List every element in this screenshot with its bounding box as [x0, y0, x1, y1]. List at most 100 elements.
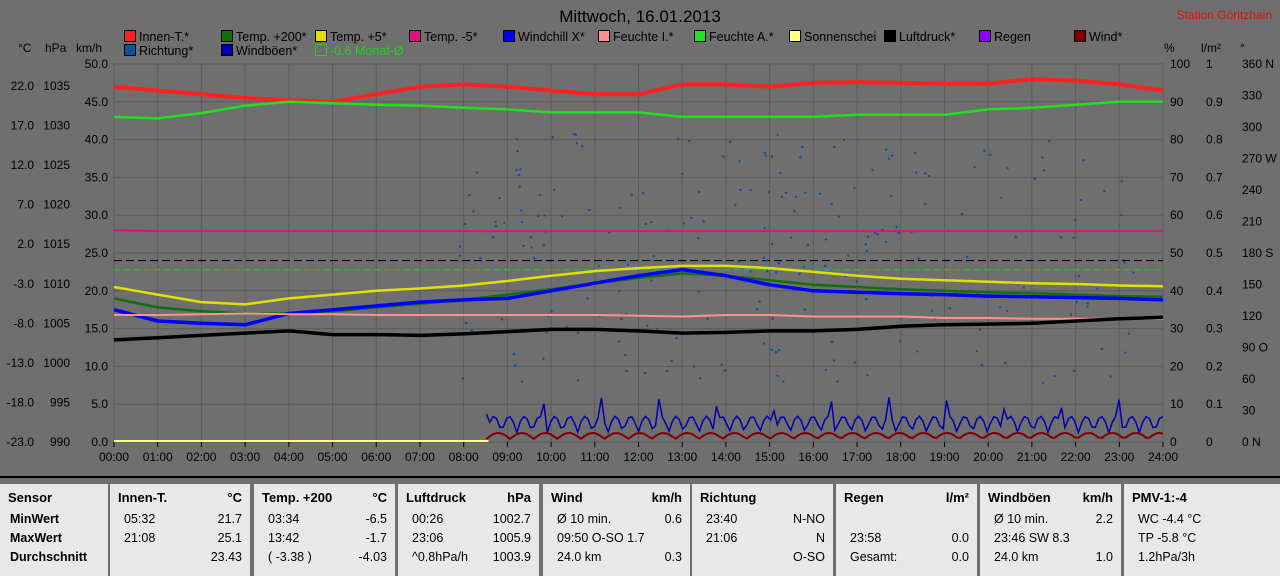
- x-tick-label: 18:00: [886, 450, 916, 464]
- x-tick-label: 00:00: [99, 450, 129, 464]
- unit-celsius: °C: [18, 41, 32, 55]
- legend-label: Feuchte A.*: [709, 30, 774, 44]
- table-cell: 23:46 SW 8.3: [994, 531, 1070, 545]
- direction-point: [1127, 332, 1131, 335]
- direction-point: [560, 215, 564, 218]
- column-header: Richtung: [700, 490, 757, 505]
- table-column: Windböen km/h Ø 10 min. 2.2 23:46 SW 8.3 24.0…: [980, 484, 1121, 576]
- x-tick-label: 03:00: [230, 450, 260, 464]
- direction-point: [576, 379, 580, 382]
- direction-point: [802, 265, 806, 269]
- legend-label: Temp. -5*: [424, 30, 478, 44]
- legend-item: Feuchte A.*: [694, 30, 774, 44]
- y-tick-wind: 50.0: [85, 57, 109, 71]
- direction-point: [824, 238, 827, 241]
- direction-point: [898, 340, 902, 343]
- direction-point: [643, 371, 646, 375]
- table-cell-value: 1005.9: [492, 531, 531, 545]
- direction-point: [798, 273, 801, 276]
- direction-point: [1006, 309, 1009, 313]
- y-tick-wind: 0.0: [91, 435, 108, 449]
- direction-point: [706, 317, 709, 321]
- table-column: Innen-T. °C 05:32 21.7 21:08 25.1 23.43: [110, 484, 250, 576]
- table-cell: MinWert: [10, 512, 60, 526]
- direction-point: [545, 331, 548, 334]
- y-tick-pressure: 1035: [43, 79, 70, 93]
- direction-point: [520, 209, 523, 212]
- direction-point: [755, 308, 759, 311]
- direction-point: [999, 196, 1003, 200]
- x-tick-label: 09:00: [492, 450, 522, 464]
- direction-point: [459, 254, 462, 257]
- y-tick-temp: 2.0: [17, 237, 34, 251]
- unit-lm2: l/m²: [1201, 41, 1221, 55]
- x-tick-label: 04:00: [274, 450, 304, 464]
- x-tick-label: 02:00: [186, 450, 216, 464]
- legend-swatch: [979, 30, 991, 42]
- table-cell: 24.0 km: [557, 550, 602, 564]
- y-tick-humidity: 10: [1170, 397, 1184, 411]
- direction-point: [697, 290, 701, 293]
- direction-point: [1120, 214, 1123, 217]
- direction-point: [1100, 347, 1104, 351]
- direction-point: [1132, 271, 1135, 274]
- series-line: [114, 312, 1163, 320]
- y-tick-wind: 30.0: [85, 208, 109, 222]
- direction-point: [586, 297, 589, 300]
- legend-label: Feuchte I.*: [613, 30, 674, 44]
- direction-point: [865, 250, 869, 253]
- direction-point: [1041, 381, 1045, 384]
- x-tick-label: 19:00: [929, 450, 959, 464]
- direction-point: [702, 220, 705, 223]
- direction-point: [774, 350, 778, 354]
- column-unit: °C: [227, 490, 242, 505]
- legend-label: Innen-T.*: [139, 30, 190, 44]
- legend-item: Sonnenschei: [789, 30, 876, 44]
- table-cell: MaxWert: [10, 531, 62, 545]
- y-tick-rain: 0.5: [1206, 246, 1223, 260]
- y-tick-direction: 330: [1242, 89, 1262, 103]
- table-cell: 09:50 O-SO 1.7: [557, 531, 645, 545]
- direction-point: [630, 193, 633, 197]
- direction-point: [887, 157, 891, 161]
- direction-point: [516, 149, 519, 153]
- direction-point: [763, 151, 767, 155]
- direction-point: [720, 363, 723, 366]
- direction-point: [627, 263, 630, 266]
- column-unit: hPa: [507, 490, 531, 505]
- x-tick-label: 11:00: [580, 450, 609, 464]
- direction-point: [1079, 198, 1082, 202]
- direction-point: [542, 357, 545, 360]
- direction-point: [780, 195, 784, 198]
- y-tick-direction: 0 N: [1242, 435, 1261, 449]
- column-unit: l/m²: [945, 490, 969, 505]
- legend-label: -0.6 Monat-Ø: [330, 44, 404, 58]
- direction-point: [723, 369, 726, 372]
- direction-point: [1086, 302, 1089, 305]
- y-tick-temp: 17.0: [11, 119, 35, 133]
- legend-label: Temp. +5*: [330, 30, 387, 44]
- direction-point: [1072, 236, 1075, 240]
- y-tick-pressure: 1005: [43, 316, 70, 330]
- direction-point: [774, 271, 778, 274]
- direction-point: [764, 154, 767, 157]
- statistics-table: Sensor MinWert MaxWert Durchschnitt Innen-T.…: [0, 476, 1280, 576]
- direction-point: [914, 151, 917, 155]
- unit-percent: %: [1164, 41, 1175, 55]
- direction-point: [737, 260, 740, 263]
- direction-point: [576, 331, 580, 335]
- column-unit: km/h: [1082, 490, 1113, 505]
- y-tick-humidity: 70: [1170, 170, 1184, 184]
- y-tick-temp: -18.0: [7, 395, 35, 409]
- table-column: Regen l/m² 23:58 0.0 Gesamt: 0.0: [836, 484, 977, 576]
- table-cell-value: O-SO: [793, 550, 825, 564]
- y-tick-rain: 0: [1206, 435, 1213, 449]
- direction-point: [699, 377, 702, 380]
- weather-chart: 00:00 01:00 02:00 03:00 04:00 05:00 06:00 07:00…: [7, 57, 1278, 464]
- y-tick-direction: 240: [1242, 183, 1262, 197]
- direction-point: [1086, 305, 1089, 308]
- direction-point: [770, 348, 773, 352]
- direction-point: [794, 195, 797, 198]
- legend-swatch: [124, 30, 136, 42]
- direction-point: [518, 185, 521, 188]
